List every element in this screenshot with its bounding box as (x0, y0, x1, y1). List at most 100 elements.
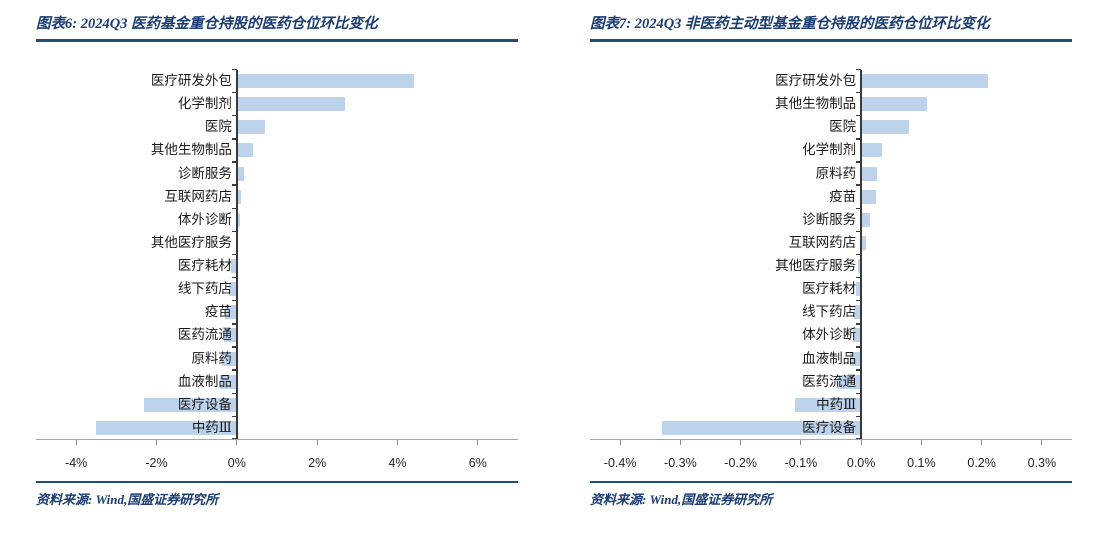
category-label: 中药Ⅲ (191, 419, 232, 435)
category-label: 医院 (204, 119, 232, 135)
category-tick (231, 346, 237, 348)
figure7-source: 资料来源: Wind,国盛证券研究所 (590, 492, 773, 507)
bar (236, 143, 253, 158)
category-label: 医疗耗材 (802, 281, 857, 297)
category-tick (856, 68, 862, 71)
bar (236, 212, 240, 227)
x-axis-tick-label: 6% (468, 455, 487, 470)
category-tick (231, 323, 237, 325)
x-axis-tick-label: -0.3% (664, 455, 697, 470)
bar (228, 282, 237, 297)
figure6-bar-chart: 医疗研发外包 化学制剂 医院 其他生物制品 诊断服务 互联网药店 体外诊断 其他医疗服务 医疗耗… (36, 68, 518, 472)
x-axis-tick-label: -2% (145, 455, 168, 470)
bar (96, 420, 237, 435)
category-label: 疫苗 (829, 188, 857, 204)
category-tick (856, 300, 862, 302)
figure7-title-rule (590, 39, 1072, 42)
x-axis-tick (156, 439, 157, 445)
category-tick (856, 184, 862, 186)
category-label: 体外诊断 (802, 327, 857, 343)
bar (861, 166, 877, 181)
category-label: 医疗设备 (177, 396, 232, 412)
bar (861, 97, 928, 112)
figure6-source-rule (36, 480, 518, 483)
bar (220, 374, 237, 389)
category-tick (231, 91, 237, 94)
category-label: 化学制剂 (802, 142, 857, 158)
figure6-panel: 图表6: 2024Q3 医药基金重仓持股的医药仓位环比变化 医疗研发外包化学制剂… (36, 14, 518, 508)
x-axis-tick (236, 439, 238, 445)
bar (861, 189, 876, 204)
x-axis-tick-label: -0.2% (724, 455, 757, 470)
category-tick (856, 161, 862, 163)
figure7-bar-chart: 医疗研发外包 其他生物制品 医院 化学制剂 原料药 疫苗 诊断服务 互联网药店 其他医疗服务 医疗… (590, 68, 1072, 472)
category-label: 其他生物制品 (775, 96, 857, 112)
x-axis-tick (397, 439, 398, 445)
category-tick (231, 276, 237, 279)
x-axis-tick-label: 0.2% (967, 455, 996, 470)
category-tick (856, 369, 862, 371)
category-label: 医院 (829, 119, 857, 135)
bar (794, 397, 862, 412)
bar (861, 212, 870, 227)
x-axis-tick-label: -0.4% (603, 455, 637, 470)
bar (662, 420, 862, 435)
category-label: 血液制品 (177, 373, 232, 389)
category-tick (231, 161, 237, 163)
category-label: 体外诊断 (177, 211, 232, 227)
bar (236, 189, 241, 204)
category-tick (856, 346, 862, 348)
category-label: 血液制品 (802, 350, 857, 366)
x-axis-tick (679, 439, 681, 445)
category-label: 互联网药店 (164, 188, 232, 204)
category-tick (231, 138, 237, 140)
bar (221, 351, 237, 366)
bar (225, 305, 237, 320)
bar (861, 143, 883, 158)
category-tick (856, 415, 862, 418)
category-tick (231, 392, 237, 394)
plot-area: 医疗研发外包 其他生物制品 医院 化学制剂 原料药 疫苗 诊断服务 互联网药店 其他医疗服务 医疗… (590, 68, 1072, 440)
figure6-title: 图表6: 2024Q3 医药基金重仓持股的医药仓位环比变化 (36, 16, 378, 32)
bar (236, 166, 244, 181)
x-axis-tick-label: 0.1% (907, 455, 936, 470)
x-axis-tick (75, 439, 77, 445)
category-tick (856, 253, 862, 256)
x-axis-tick-label: 2% (308, 455, 327, 470)
plot-area: 医疗研发外包 化学制剂 医院 其他生物制品 诊断服务 互联网药店 体外诊断 其他医疗服务 医疗耗… (36, 68, 518, 440)
bar (144, 397, 237, 412)
category-tick (856, 115, 862, 117)
category-tick (231, 68, 237, 71)
category-tick (856, 138, 862, 140)
category-tick (856, 323, 862, 325)
category-label: 医疗耗材 (177, 258, 232, 273)
category-label: 疫苗 (204, 304, 232, 320)
category-label: 其他医疗服务 (775, 258, 857, 273)
category-tick (231, 300, 237, 302)
category-tick (856, 276, 862, 279)
bar (858, 259, 862, 273)
bar (861, 235, 866, 250)
bar (854, 305, 862, 320)
x-axis-tick-label: 0% (227, 455, 246, 470)
x-axis-tick-label: -4% (65, 455, 88, 470)
category-tick (856, 207, 862, 209)
category-label: 线下药店 (177, 281, 232, 297)
x-axis-tick-label: 4% (388, 455, 407, 470)
category-label: 医药流通 (177, 327, 232, 343)
category-tick (231, 415, 237, 418)
x-axis-tick (740, 439, 742, 445)
bar (837, 374, 862, 389)
category-label: 中药Ⅲ (816, 396, 857, 412)
figure7-panel: 图表7: 2024Q3 非医药主动型基金重仓持股的医药仓位环比变化 医疗研发外包… (590, 14, 1072, 508)
x-axis-line (36, 438, 518, 440)
category-label: 医疗设备 (802, 419, 857, 435)
category-label: 化学制剂 (177, 96, 232, 112)
x-axis-tick-label: 0.0% (846, 455, 876, 470)
category-label: 诊断服务 (177, 165, 232, 181)
category-label: 医疗研发外包 (150, 73, 232, 88)
category-tick (231, 115, 237, 117)
category-label: 医药流通 (802, 373, 857, 389)
category-label: 原料药 (815, 165, 857, 181)
bar (850, 351, 862, 366)
